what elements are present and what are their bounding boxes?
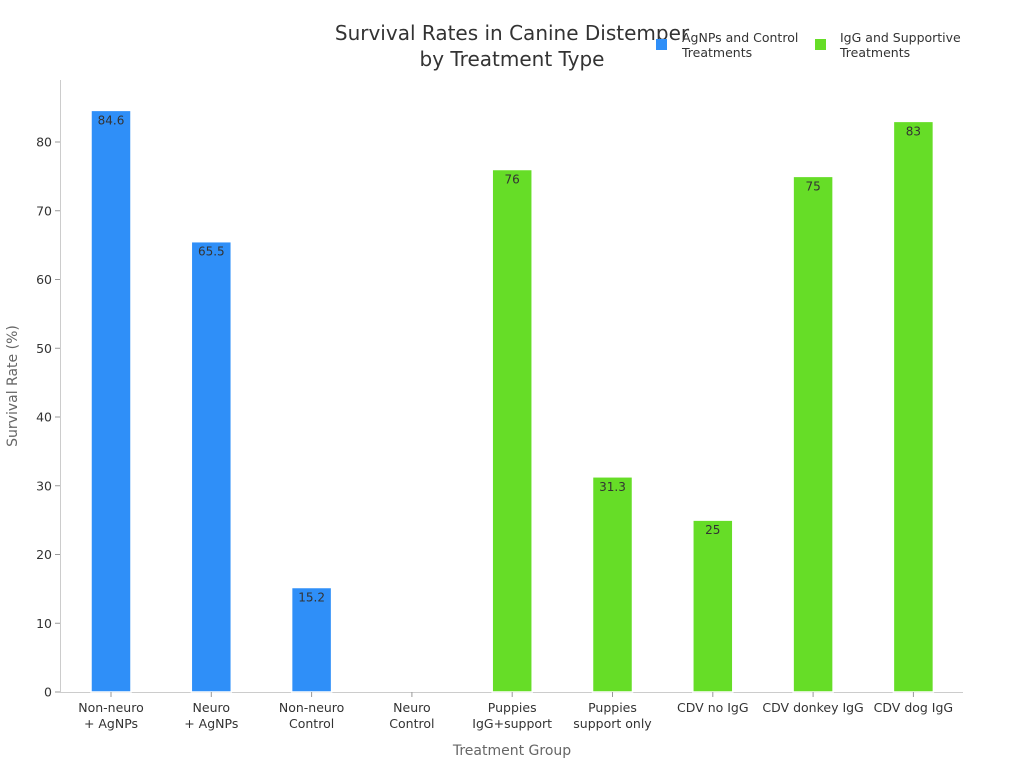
x-tick-label: Neuro (193, 700, 230, 715)
x-tick-label: Neuro (393, 700, 430, 715)
bar-2-7[interactable] (692, 519, 734, 693)
legend-label-series-1-line-2: Treatments (681, 45, 752, 60)
bars: 84.6 65.5 15.2 76 31.3 25 75 83 (90, 109, 935, 693)
legend-item-series-2[interactable]: IgG and Supportive Treatments (815, 30, 961, 60)
x-tick-label: Puppies (588, 700, 637, 715)
bar-1-1[interactable] (90, 109, 132, 693)
bar-2-6[interactable] (591, 476, 634, 693)
x-tick-label: Control (289, 716, 334, 731)
y-tick-label: 80 (36, 135, 52, 150)
bar-1-3[interactable] (290, 586, 333, 693)
data-label-1-2: 65.5 (198, 245, 225, 259)
legend-swatch-series-1 (656, 39, 667, 50)
y-tick-label: 70 (36, 203, 52, 218)
data-label-2-6: 31.3 (599, 480, 626, 494)
x-tick-label: Control (389, 716, 434, 731)
bar-1-2[interactable] (190, 240, 233, 693)
x-tick-label: CDV donkey IgG (762, 700, 863, 715)
x-tick-label: CDV no IgG (677, 700, 749, 715)
legend-item-series-1[interactable]: AgNPs and Control Treatments (656, 30, 798, 60)
y-tick-label: 30 (36, 478, 52, 493)
y-axis-ticks: 0 10 20 30 40 50 60 70 80 (36, 135, 60, 700)
data-label-2-8: 75 (805, 179, 820, 193)
legend-label-series-2-line-1: IgG and Supportive (840, 30, 961, 45)
x-tick-label: IgG+support (472, 716, 552, 731)
legend-swatch-series-2 (815, 39, 826, 50)
data-label-2-5: 76 (505, 173, 520, 187)
x-tick-label: CDV dog IgG (874, 700, 953, 715)
x-tick-label: Non-neuro (78, 700, 143, 715)
y-axis-title: Survival Rate (%) (5, 325, 21, 447)
y-tick-label: 10 (36, 616, 52, 631)
data-label-2-9: 83 (906, 124, 921, 138)
x-axis-title: Treatment Group (452, 743, 571, 759)
chart-title-line-1: Survival Rates in Canine Distemper (335, 21, 690, 45)
x-tick-label: Non-neuro (279, 700, 344, 715)
data-label-2-7: 25 (705, 523, 720, 537)
chart-title-line-2: by Treatment Type (420, 47, 605, 71)
x-tick-label: support only (573, 716, 652, 731)
y-tick-label: 50 (36, 341, 52, 356)
legend: AgNPs and Control Treatments IgG and Sup… (656, 30, 961, 60)
y-tick-label: 60 (36, 272, 52, 287)
x-tick-label: + AgNPs (184, 716, 238, 731)
data-label-1-3: 15.2 (298, 591, 325, 605)
bar-2-8[interactable] (792, 175, 834, 693)
legend-label-series-2-line-2: Treatments (839, 45, 910, 60)
data-label-1-1: 84.6 (98, 113, 125, 127)
bar-2-5[interactable] (491, 168, 533, 693)
x-tick-label: + AgNPs (84, 716, 138, 731)
bar-2-9[interactable] (892, 120, 935, 693)
y-tick-label: 0 (44, 685, 52, 700)
x-tick-label: Puppies (488, 700, 537, 715)
y-tick-label: 40 (36, 410, 52, 425)
legend-label-series-1-line-1: AgNPs and Control (682, 30, 798, 45)
y-tick-label: 20 (36, 547, 52, 562)
